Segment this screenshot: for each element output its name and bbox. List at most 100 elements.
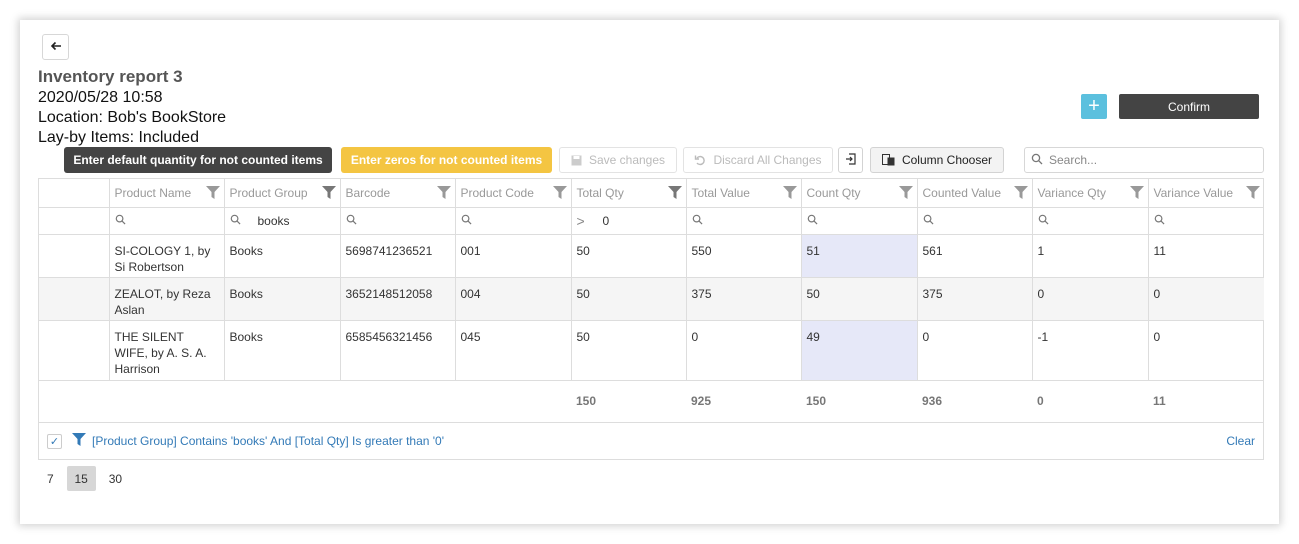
enter-zeros-button[interactable]: Enter zeros for not counted items bbox=[341, 147, 552, 173]
column-header-variance-qty[interactable]: Variance Qty bbox=[1032, 179, 1149, 207]
column-header-total-value[interactable]: Total Value bbox=[686, 179, 802, 207]
column-header-counted-value[interactable]: Counted Value bbox=[917, 179, 1033, 207]
totals-empty bbox=[455, 379, 571, 422]
cell-count-qty[interactable]: 50 bbox=[801, 276, 918, 320]
save-changes-label: Save changes bbox=[588, 153, 666, 167]
filter-icon[interactable] bbox=[1246, 186, 1260, 202]
filter-value[interactable]: 0 bbox=[602, 213, 610, 228]
header-row: Product Name Product Group Barcode Produ… bbox=[39, 179, 1264, 207]
column-label: Variance Qty bbox=[1037, 185, 1106, 200]
column-header-product-name[interactable]: Product Name bbox=[109, 179, 225, 207]
cell-barcode: 5698741236521 bbox=[340, 233, 456, 277]
column-header-variance-value[interactable]: Variance Value bbox=[1148, 179, 1264, 207]
column-header-product-code[interactable]: Product Code bbox=[455, 179, 572, 207]
cell-product-name: ZEALOT, by Reza Aslan bbox=[109, 276, 225, 320]
search-input[interactable] bbox=[1047, 152, 1247, 168]
filter-total-qty[interactable]: >0 bbox=[571, 206, 687, 234]
filter-value[interactable]: books bbox=[257, 213, 290, 228]
filter-enabled-checkbox[interactable]: ✓ bbox=[47, 433, 62, 449]
table-row[interactable]: ZEALOT, by Reza Aslan Books 365214851205… bbox=[39, 276, 1264, 320]
filter-icon[interactable] bbox=[1013, 186, 1028, 202]
filter-count-qty[interactable] bbox=[801, 206, 918, 234]
cell-product-group: Books bbox=[224, 319, 341, 380]
export-button[interactable] bbox=[838, 147, 863, 173]
column-label: Counted Value bbox=[922, 185, 1002, 200]
filter-product-name[interactable] bbox=[109, 206, 225, 234]
filter-icon[interactable] bbox=[898, 186, 913, 202]
row-select-cell[interactable] bbox=[39, 276, 110, 320]
page-title: Inventory report 3 bbox=[38, 67, 183, 86]
cell-counted-value: 0 bbox=[917, 319, 1033, 380]
column-label: Total Qty bbox=[576, 185, 624, 200]
discard-changes-button[interactable]: Discard All Changes bbox=[683, 147, 833, 173]
clear-filter-link[interactable]: Clear bbox=[1226, 434, 1255, 448]
save-icon bbox=[571, 155, 582, 166]
funnel-icon[interactable] bbox=[72, 433, 86, 449]
filter-summary-text[interactable]: [Product Group] Contains 'books' And [To… bbox=[92, 434, 445, 448]
totals-empty bbox=[224, 379, 340, 422]
confirm-button[interactable]: Confirm bbox=[1119, 94, 1259, 119]
filter-icon[interactable] bbox=[205, 186, 220, 202]
row-select-cell[interactable] bbox=[39, 319, 110, 380]
filter-icon[interactable] bbox=[782, 186, 797, 202]
search-field[interactable] bbox=[1024, 147, 1264, 173]
filter-barcode[interactable] bbox=[340, 206, 456, 234]
row-select-cell[interactable] bbox=[39, 233, 110, 277]
cell-count-qty[interactable]: 49 bbox=[801, 319, 918, 380]
search-icon bbox=[115, 214, 135, 228]
table-row[interactable]: SI-COLOGY 1, by Si Robertson Books 56987… bbox=[39, 233, 1264, 277]
column-header-count-qty[interactable]: Count Qty bbox=[801, 179, 918, 207]
filter-icon[interactable] bbox=[667, 186, 682, 202]
total-total-qty: 150 bbox=[571, 379, 686, 422]
filter-product-code[interactable] bbox=[455, 206, 572, 234]
filter-total-value[interactable] bbox=[686, 206, 802, 234]
total-counted-value: 936 bbox=[917, 379, 1032, 422]
back-button[interactable] bbox=[42, 34, 69, 60]
column-header-barcode[interactable]: Barcode bbox=[340, 179, 456, 207]
filter-product-group[interactable]: books bbox=[224, 206, 341, 234]
page-size-15[interactable]: 15 bbox=[66, 466, 96, 491]
cell-product-code: 045 bbox=[455, 319, 572, 380]
column-chooser-button[interactable]: Column Chooser bbox=[870, 147, 1004, 173]
column-label: Barcode bbox=[345, 185, 391, 200]
cell-variance-qty: -1 bbox=[1032, 319, 1149, 380]
cell-barcode: 3652148512058 bbox=[340, 276, 456, 320]
column-label: Total Value bbox=[691, 185, 750, 200]
totals-empty bbox=[340, 379, 455, 422]
filter-panel: ✓ [Product Group] Contains 'books' And [… bbox=[39, 422, 1263, 459]
total-total-value: 925 bbox=[686, 379, 801, 422]
filter-icon[interactable] bbox=[321, 186, 336, 202]
column-label: Product Name bbox=[114, 185, 192, 200]
report-card: Inventory report 3 2020/05/28 10:58 Loca… bbox=[20, 20, 1279, 524]
cell-counted-value: 561 bbox=[917, 233, 1033, 277]
column-chooser-icon bbox=[881, 154, 895, 166]
page-size-30[interactable]: 30 bbox=[108, 471, 123, 486]
column-header-total-qty[interactable]: Total Qty bbox=[571, 179, 687, 207]
cell-product-name: SI-COLOGY 1, by Si Robertson bbox=[109, 233, 225, 277]
report-datetime: 2020/05/28 10:58 bbox=[38, 89, 163, 106]
greater-than-operator[interactable]: > bbox=[576, 212, 585, 229]
arrow-left-icon bbox=[50, 39, 62, 56]
filter-icon[interactable] bbox=[552, 186, 567, 202]
column-header-product-group[interactable]: Product Group bbox=[224, 179, 341, 207]
cell-count-qty[interactable]: 51 bbox=[801, 233, 918, 277]
search-icon bbox=[1031, 153, 1043, 168]
filter-variance-qty[interactable] bbox=[1032, 206, 1149, 234]
enter-default-quantity-button[interactable]: Enter default quantity for not counted i… bbox=[64, 147, 332, 173]
cell-total-qty: 50 bbox=[571, 233, 687, 277]
column-label: Product Code bbox=[460, 185, 534, 200]
filter-icon[interactable] bbox=[436, 186, 451, 202]
table-row[interactable]: THE SILENT WIFE, by A. S. A. Harrison Bo… bbox=[39, 319, 1264, 380]
column-header-select bbox=[39, 179, 110, 207]
totals-row: 150 925 150 936 0 11 bbox=[39, 379, 1264, 422]
page-size-7[interactable]: 7 bbox=[47, 471, 54, 486]
check-icon: ✓ bbox=[49, 435, 60, 448]
search-icon bbox=[923, 214, 943, 228]
add-button[interactable]: + bbox=[1081, 94, 1107, 119]
filter-variance-value[interactable] bbox=[1148, 206, 1264, 234]
save-changes-button[interactable]: Save changes bbox=[559, 147, 677, 173]
cell-product-code: 001 bbox=[455, 233, 572, 277]
filter-counted-value[interactable] bbox=[917, 206, 1033, 234]
filter-icon[interactable] bbox=[1129, 186, 1144, 202]
cell-barcode: 6585456321456 bbox=[340, 319, 456, 380]
